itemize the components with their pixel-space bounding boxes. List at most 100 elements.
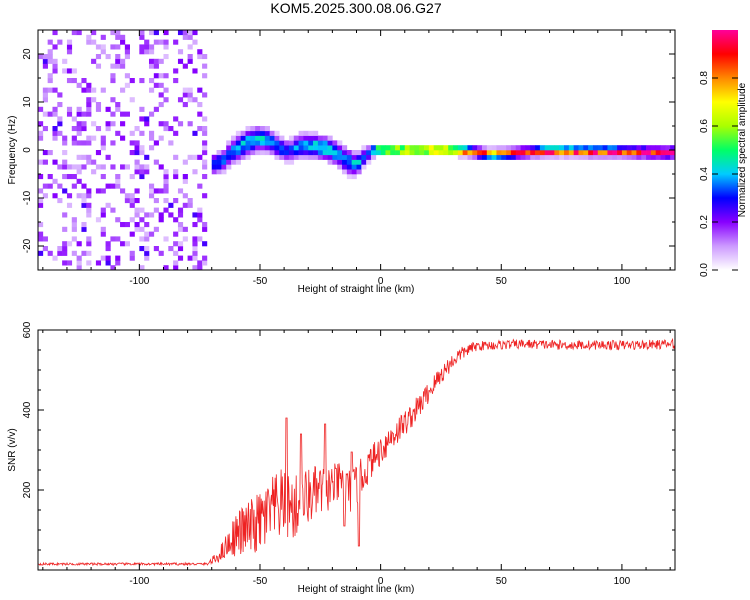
- heatmap-cell: [120, 87, 126, 93]
- heatmap-cell: [520, 145, 526, 151]
- heatmap-cell: [453, 150, 459, 156]
- heatmap-cell: [148, 130, 155, 136]
- heatmap-cell: [250, 126, 256, 132]
- heatmap-cell: [245, 126, 251, 132]
- heatmap-cell: [173, 217, 179, 223]
- heatmap-cell: [269, 145, 275, 151]
- heatmap-cell: [66, 111, 73, 117]
- heatmap-cell: [47, 58, 53, 64]
- heatmap-cell: [602, 145, 608, 151]
- heatmap-cell: [134, 140, 140, 146]
- heatmap-cell: [187, 202, 193, 208]
- heatmap-cell: [62, 174, 68, 180]
- heatmap-cell: [182, 30, 188, 36]
- heatmap-cell: [38, 231, 44, 237]
- heatmap-cell: [559, 145, 565, 151]
- heatmap-cell: [182, 34, 188, 40]
- heatmap-cell: [148, 212, 155, 218]
- heatmap-cell: [57, 102, 63, 108]
- heatmap-cell: [375, 145, 381, 151]
- heatmap-cell: [588, 145, 594, 151]
- heatmap-cell: [115, 260, 121, 266]
- heatmap-cell: [322, 145, 328, 151]
- heatmap-cell: [269, 130, 275, 136]
- heatmap-cell: [202, 145, 208, 151]
- heatmap-cell: [583, 154, 589, 160]
- heatmap-cell: [192, 241, 198, 247]
- heatmap-cell: [607, 150, 613, 156]
- heatmap-cell: [202, 63, 208, 69]
- heatmap-cell: [559, 150, 565, 156]
- heatmap-cell: [564, 150, 570, 156]
- heatmap-cell: [57, 121, 63, 127]
- heatmap-cell: [129, 255, 135, 261]
- heatmap-cell: [202, 260, 208, 266]
- heatmap-cell: [602, 150, 608, 156]
- heatmap-cell: [52, 106, 58, 112]
- heatmap-cell: [95, 260, 102, 266]
- heatmap-cell: [120, 58, 126, 64]
- heatmap-cell: [38, 188, 44, 194]
- heatmap-cell: [57, 250, 63, 256]
- heatmap-cell: [424, 150, 430, 156]
- heatmap-cell: [120, 222, 126, 228]
- x-tick-label: -50: [253, 576, 268, 587]
- heatmap-cell: [163, 207, 169, 213]
- heatmap-cell: [259, 135, 266, 141]
- heatmap-cell: [124, 73, 130, 79]
- heatmap-cell: [134, 198, 140, 204]
- heatmap-cell: [163, 236, 169, 242]
- heatmap-cell: [303, 150, 309, 156]
- heatmap-cell: [148, 63, 155, 69]
- heatmap-cell: [197, 260, 203, 266]
- heatmap-cell: [284, 154, 290, 160]
- heatmap-cell: [457, 150, 463, 156]
- heatmap-cell: [308, 150, 314, 156]
- heatmap-cell: [105, 260, 111, 266]
- heatmap-cell: [163, 169, 169, 175]
- heatmap-cell: [47, 49, 53, 55]
- heatmap-cell: [259, 145, 266, 151]
- snr-y-label: SNR (v/v): [7, 428, 18, 471]
- heatmap-cell: [544, 150, 550, 156]
- heatmap-cell: [467, 154, 473, 160]
- heatmap-cell: [202, 73, 208, 79]
- heatmap-cell: [641, 154, 647, 160]
- heatmap-cell: [148, 145, 155, 151]
- heatmap-cell: [139, 164, 145, 170]
- heatmap-cell: [650, 150, 656, 156]
- heatmap-cell: [308, 145, 314, 151]
- heatmap-cell: [38, 174, 44, 180]
- heatmap-cell: [129, 202, 135, 208]
- heatmap-cell: [202, 164, 208, 170]
- heatmap-cell: [139, 265, 145, 270]
- heatmap-cell: [115, 236, 121, 242]
- heatmap-cell: [47, 174, 53, 180]
- snr-series-line: [38, 337, 675, 567]
- heatmap-cell: [100, 212, 106, 218]
- heatmap-cell: [168, 140, 174, 146]
- heatmap-cell: [115, 54, 121, 60]
- heatmap-cell: [139, 236, 145, 242]
- heatmap-cell: [303, 145, 309, 151]
- heatmap-cell: [187, 92, 193, 98]
- heatmap-cell: [313, 135, 319, 141]
- heatmap-cell: [192, 250, 198, 256]
- heatmap-cell: [592, 145, 599, 151]
- heatmap-cell: [144, 44, 150, 50]
- heatmap-cell: [76, 140, 82, 146]
- heatmap-cell: [153, 198, 159, 204]
- heatmap-cell: [414, 150, 420, 156]
- heatmap-cell: [139, 44, 145, 50]
- heatmap-cell: [86, 106, 92, 112]
- heatmap-cell: [134, 150, 140, 156]
- heatmap-cell: [76, 126, 82, 132]
- heatmap-cell: [105, 126, 111, 132]
- heatmap-cell: [395, 150, 401, 156]
- heatmap-cell: [293, 140, 299, 146]
- heatmap-cell: [361, 150, 367, 156]
- heatmap-cell: [62, 150, 68, 156]
- heatmap-cell: [520, 150, 526, 156]
- heatmap-cell: [327, 145, 333, 151]
